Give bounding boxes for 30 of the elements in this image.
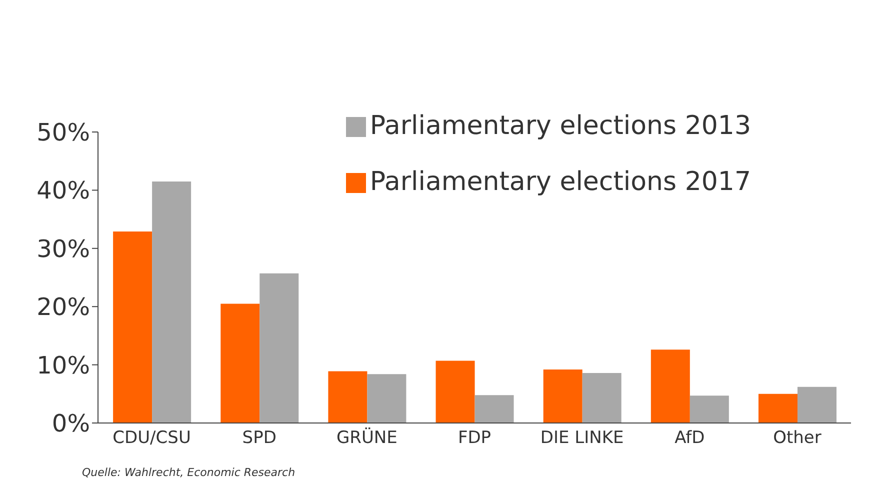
bar bbox=[797, 386, 836, 423]
bar bbox=[543, 369, 582, 423]
bar bbox=[474, 395, 514, 423]
x-tick-label: DIE LINKE bbox=[540, 428, 624, 448]
x-tick-label: CDU/CSU bbox=[112, 428, 191, 448]
y-tick-label: 30% bbox=[36, 234, 90, 263]
x-tick-label: SPD bbox=[242, 428, 276, 448]
bar bbox=[582, 372, 622, 423]
bar bbox=[650, 350, 690, 423]
bar bbox=[328, 371, 368, 423]
y-tick-label: 40% bbox=[36, 176, 90, 205]
legend-label: Parliamentary elections 2013 bbox=[370, 111, 751, 141]
x-tick-label: Other bbox=[773, 428, 822, 448]
bar bbox=[690, 396, 729, 423]
y-tick-label: 10% bbox=[36, 351, 90, 380]
legend-label: Parliamentary elections 2017 bbox=[370, 167, 751, 197]
bar bbox=[758, 394, 798, 423]
bar bbox=[367, 374, 406, 423]
x-tick-label: AfD bbox=[674, 428, 705, 448]
bar bbox=[152, 181, 192, 423]
bar bbox=[113, 232, 152, 423]
x-tick-label: FDP bbox=[458, 428, 492, 448]
y-tick-label: 0% bbox=[52, 410, 90, 438]
bar bbox=[260, 273, 299, 423]
source-note: Quelle: Wahlrecht, Economic Research bbox=[82, 466, 296, 479]
y-tick-label: 50% bbox=[36, 118, 90, 147]
x-tick-label: GRÜNE bbox=[336, 427, 398, 448]
y-tick-label: 20% bbox=[36, 293, 90, 322]
bar bbox=[436, 360, 475, 423]
bar bbox=[220, 304, 260, 423]
